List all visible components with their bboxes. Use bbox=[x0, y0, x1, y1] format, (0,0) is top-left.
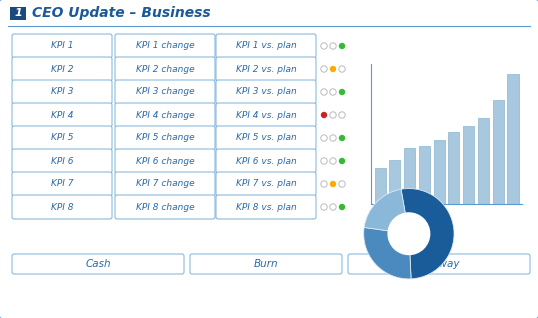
Circle shape bbox=[321, 66, 327, 72]
Text: KPI 2 vs. plan: KPI 2 vs. plan bbox=[236, 65, 296, 73]
Text: KPI 1 vs. plan: KPI 1 vs. plan bbox=[236, 42, 296, 51]
Circle shape bbox=[321, 181, 327, 187]
Text: KPI 6 change: KPI 6 change bbox=[136, 156, 194, 165]
FancyBboxPatch shape bbox=[12, 126, 112, 150]
FancyBboxPatch shape bbox=[115, 34, 215, 58]
Bar bbox=[419, 146, 430, 204]
Circle shape bbox=[321, 89, 327, 95]
Wedge shape bbox=[364, 189, 409, 234]
FancyBboxPatch shape bbox=[216, 172, 316, 196]
Bar bbox=[374, 168, 386, 204]
Circle shape bbox=[339, 135, 345, 141]
Circle shape bbox=[330, 158, 336, 164]
Circle shape bbox=[321, 43, 327, 49]
FancyBboxPatch shape bbox=[190, 254, 342, 274]
Text: KPI 1: KPI 1 bbox=[51, 42, 73, 51]
FancyBboxPatch shape bbox=[12, 149, 112, 173]
Text: KPI 3 vs. plan: KPI 3 vs. plan bbox=[236, 87, 296, 96]
Circle shape bbox=[330, 135, 336, 141]
Bar bbox=[448, 132, 459, 204]
Text: KPI 8 change: KPI 8 change bbox=[136, 203, 194, 211]
Circle shape bbox=[388, 213, 430, 254]
Circle shape bbox=[339, 66, 345, 72]
Text: KPI 5 change: KPI 5 change bbox=[136, 134, 194, 142]
Circle shape bbox=[339, 158, 345, 164]
FancyBboxPatch shape bbox=[348, 254, 530, 274]
Text: KPI 2 change: KPI 2 change bbox=[136, 65, 194, 73]
Circle shape bbox=[330, 43, 336, 49]
Text: Cash: Cash bbox=[85, 259, 111, 269]
Text: KPI 8: KPI 8 bbox=[51, 203, 73, 211]
Text: KPI 3 change: KPI 3 change bbox=[136, 87, 194, 96]
Text: KPI 2: KPI 2 bbox=[51, 65, 73, 73]
Circle shape bbox=[321, 204, 327, 210]
Text: KPI 6 vs. plan: KPI 6 vs. plan bbox=[236, 156, 296, 165]
Bar bbox=[404, 148, 415, 204]
FancyBboxPatch shape bbox=[10, 7, 26, 20]
FancyBboxPatch shape bbox=[12, 80, 112, 104]
FancyBboxPatch shape bbox=[12, 103, 112, 127]
Circle shape bbox=[330, 66, 336, 72]
Bar bbox=[493, 100, 504, 204]
FancyBboxPatch shape bbox=[115, 80, 215, 104]
FancyBboxPatch shape bbox=[12, 34, 112, 58]
FancyBboxPatch shape bbox=[12, 172, 112, 196]
Circle shape bbox=[339, 204, 345, 210]
Wedge shape bbox=[364, 227, 411, 279]
Wedge shape bbox=[401, 189, 454, 279]
Circle shape bbox=[321, 135, 327, 141]
FancyBboxPatch shape bbox=[216, 80, 316, 104]
Circle shape bbox=[339, 112, 345, 118]
Circle shape bbox=[321, 158, 327, 164]
Text: Runway: Runway bbox=[418, 259, 460, 269]
FancyBboxPatch shape bbox=[216, 195, 316, 219]
FancyBboxPatch shape bbox=[216, 103, 316, 127]
FancyBboxPatch shape bbox=[216, 126, 316, 150]
Bar bbox=[463, 126, 474, 204]
Bar bbox=[434, 140, 445, 204]
Text: KPI 7 vs. plan: KPI 7 vs. plan bbox=[236, 179, 296, 189]
Bar bbox=[478, 118, 489, 204]
Circle shape bbox=[339, 181, 345, 187]
FancyBboxPatch shape bbox=[115, 103, 215, 127]
Text: KPI 4 change: KPI 4 change bbox=[136, 110, 194, 120]
Circle shape bbox=[330, 204, 336, 210]
FancyBboxPatch shape bbox=[216, 57, 316, 81]
Circle shape bbox=[330, 89, 336, 95]
Circle shape bbox=[339, 89, 345, 95]
FancyBboxPatch shape bbox=[115, 172, 215, 196]
Text: KPI 5: KPI 5 bbox=[51, 134, 73, 142]
Text: KPI 7: KPI 7 bbox=[51, 179, 73, 189]
Text: CEO Update – Business: CEO Update – Business bbox=[32, 6, 210, 20]
Text: KPI 4: KPI 4 bbox=[51, 110, 73, 120]
Circle shape bbox=[321, 112, 327, 118]
FancyBboxPatch shape bbox=[216, 149, 316, 173]
Text: Burn: Burn bbox=[254, 259, 278, 269]
Circle shape bbox=[330, 112, 336, 118]
FancyBboxPatch shape bbox=[216, 34, 316, 58]
Circle shape bbox=[330, 181, 336, 187]
FancyBboxPatch shape bbox=[115, 149, 215, 173]
FancyBboxPatch shape bbox=[12, 195, 112, 219]
FancyBboxPatch shape bbox=[115, 57, 215, 81]
FancyBboxPatch shape bbox=[12, 254, 184, 274]
Bar bbox=[390, 160, 400, 204]
Text: KPI 6: KPI 6 bbox=[51, 156, 73, 165]
Text: KPI 4 vs. plan: KPI 4 vs. plan bbox=[236, 110, 296, 120]
Text: KPI 8 vs. plan: KPI 8 vs. plan bbox=[236, 203, 296, 211]
FancyBboxPatch shape bbox=[115, 126, 215, 150]
Text: KPI 5 vs. plan: KPI 5 vs. plan bbox=[236, 134, 296, 142]
Text: 1: 1 bbox=[14, 9, 22, 18]
Text: KPI 3: KPI 3 bbox=[51, 87, 73, 96]
Bar bbox=[507, 74, 519, 204]
Text: KPI 1 change: KPI 1 change bbox=[136, 42, 194, 51]
FancyBboxPatch shape bbox=[12, 57, 112, 81]
FancyBboxPatch shape bbox=[115, 195, 215, 219]
Text: KPI 7 change: KPI 7 change bbox=[136, 179, 194, 189]
Circle shape bbox=[339, 43, 345, 49]
